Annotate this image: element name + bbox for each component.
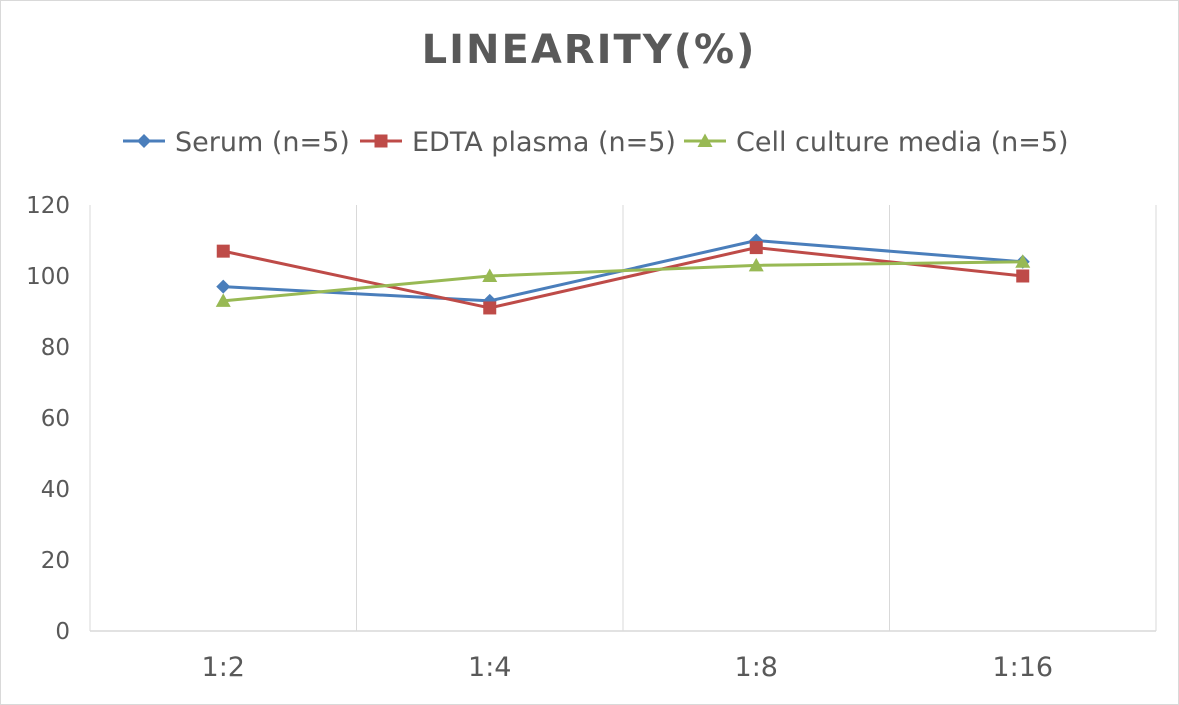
data-point: [749, 241, 763, 255]
legend-label: EDTA plasma (n=5): [412, 127, 676, 158]
series-line: [223, 260, 1023, 303]
x-tick-label: 1:8: [735, 652, 778, 683]
legend-marker: [697, 133, 713, 147]
y-tick-label: 80: [41, 335, 70, 361]
data-point: [215, 293, 231, 307]
data-point: [483, 301, 497, 315]
series-line: [222, 246, 1023, 310]
data-point: [482, 268, 498, 282]
grid-lines: [89, 205, 1157, 632]
x-axis: 1:2 1:4 1:8 1:16: [202, 652, 1054, 683]
legend-label: Cell culture media (n=5): [736, 127, 1069, 158]
data-point: [1016, 269, 1030, 283]
data-point: [1015, 254, 1031, 268]
legend-marker: [374, 134, 388, 148]
legend-label: Serum (n=5): [175, 127, 350, 158]
legend-item: Serum (n=5): [123, 127, 350, 158]
data-point: [216, 244, 230, 258]
y-tick-label: 0: [55, 619, 70, 645]
series-layer: [215, 233, 1031, 315]
chart-title: LINEARITY(%): [422, 27, 757, 73]
y-tick-label: 100: [26, 264, 70, 290]
legend-item: EDTA plasma (n=5): [360, 127, 676, 158]
y-axis: 0 20 40 60 80 100 120: [26, 193, 70, 645]
x-tick-label: 1:16: [992, 652, 1053, 683]
data-point: [216, 279, 231, 294]
x-tick-label: 1:4: [468, 652, 511, 683]
series-2: [215, 254, 1031, 307]
y-tick-label: 60: [41, 406, 70, 432]
y-tick-label: 40: [41, 477, 70, 503]
legend-item: Cell culture media (n=5): [684, 127, 1069, 158]
x-tick-label: 1:2: [202, 652, 245, 683]
y-tick-label: 20: [41, 548, 70, 574]
y-tick-label: 120: [26, 193, 70, 219]
legend: Serum (n=5) EDTA plasma (n=5) Cell culture…: [123, 127, 1069, 158]
data-point: [748, 257, 764, 272]
legend-marker: [137, 134, 151, 148]
series-1: [216, 241, 1030, 315]
